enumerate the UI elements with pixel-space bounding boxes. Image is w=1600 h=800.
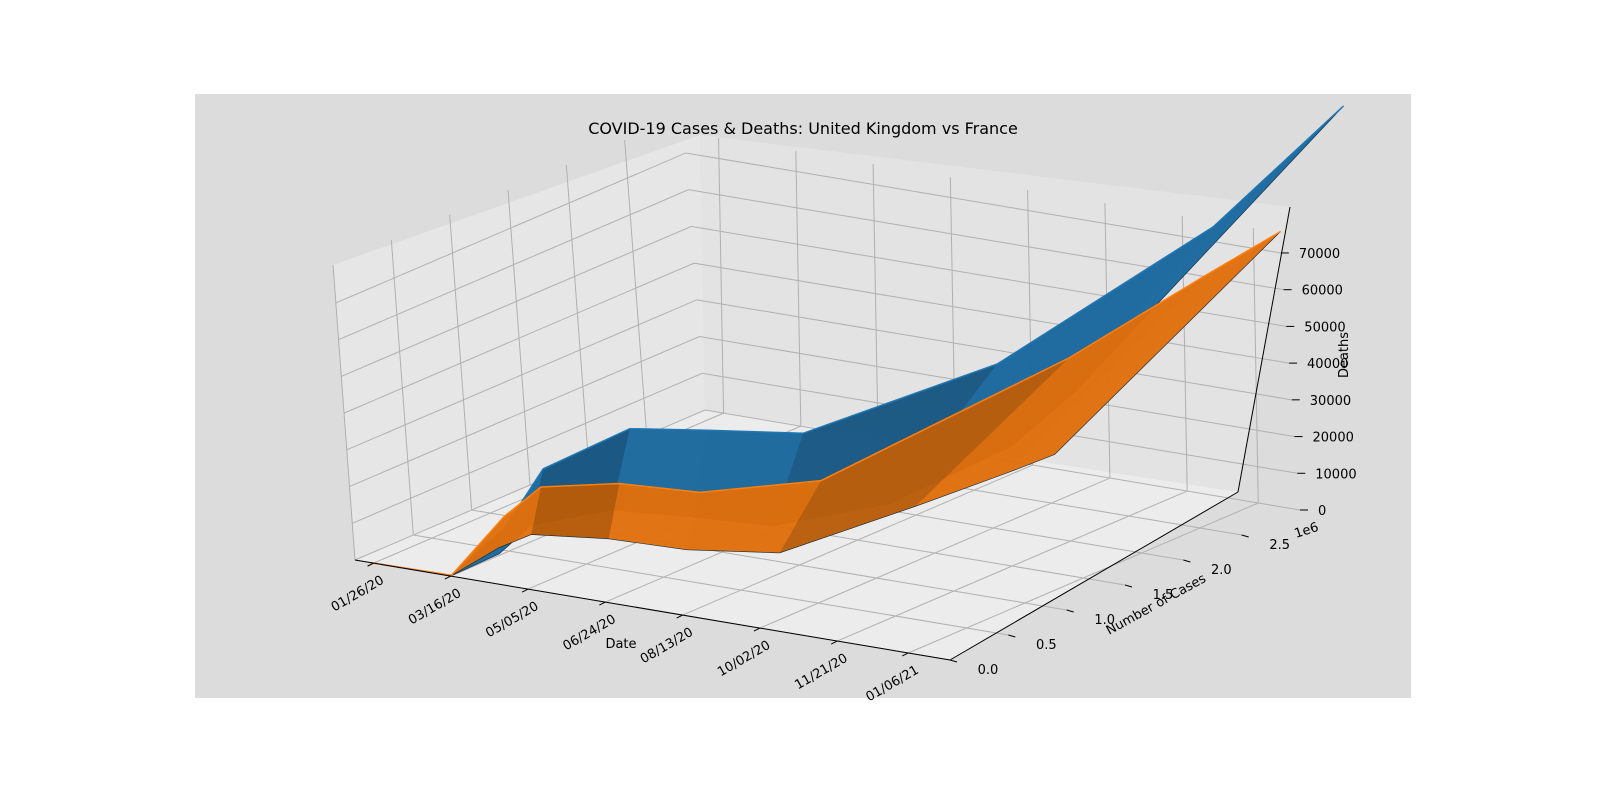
z-grid-line (338, 189, 1284, 341)
z-grid-line (341, 225, 1287, 377)
y-grid-line (332, 264, 356, 561)
x-tick-mark (902, 652, 909, 657)
z-tick-label: 0 (1318, 504, 1326, 519)
y-tick-label: 1.5 (1153, 588, 1174, 603)
y-tick-mark (1008, 634, 1016, 638)
surface-facet (451, 516, 505, 576)
y-tick-label: 2.0 (1211, 563, 1232, 578)
z-grid-line (354, 409, 1301, 561)
x-tick-mark (367, 562, 374, 567)
y-offset-label: 1e6 (1293, 520, 1321, 542)
x-grid-line (872, 164, 879, 440)
z-grid-line (352, 372, 1298, 524)
x-axis-label: Date (605, 637, 636, 652)
z-grid-line (335, 152, 1281, 304)
surface-facet (608, 483, 700, 550)
y-grid-line (507, 189, 531, 486)
y-tick-mark (1241, 534, 1249, 538)
x-axis-line (354, 559, 951, 661)
x-grid-line (718, 138, 725, 414)
x-tick-mark (753, 627, 761, 632)
y-tick-mark (1124, 584, 1133, 588)
chart-title: COVID-19 Cases & Deaths: United Kingdom … (588, 119, 1018, 138)
surface-facet (1008, 231, 1281, 473)
z-tick-label: 20000 (1313, 431, 1354, 446)
y-grid-line (624, 139, 648, 436)
y-tick-label: 2.5 (1269, 538, 1290, 553)
x-tick-mark (521, 588, 529, 593)
surface-facet (779, 358, 1069, 553)
x-grid-line (1252, 227, 1259, 503)
x-tick-mark (676, 614, 683, 619)
surface-facet (687, 480, 822, 553)
y-tick-mark (949, 659, 958, 663)
surfaces (370, 105, 1345, 577)
x-grid-line (795, 151, 802, 427)
z-tick-label: 10000 (1315, 467, 1356, 482)
y-tick-mark (1183, 559, 1191, 563)
z-axis-label: Deaths (1337, 332, 1352, 378)
y-axis-line (949, 491, 1239, 661)
z-axis-line (1237, 206, 1291, 493)
z-tick-label: 60000 (1302, 284, 1343, 299)
surface-facet (915, 275, 1206, 507)
y-tick-label: 1.0 (1094, 613, 1115, 628)
axis-lines (354, 206, 1291, 661)
z-tick-label: 70000 (1299, 247, 1340, 262)
x-tick-mark (599, 601, 606, 606)
y-tick-mark (1066, 609, 1074, 613)
surface-edge-series-2 (370, 230, 1281, 577)
y-grid-line (413, 534, 1009, 636)
z-tick-label: 40000 (1307, 357, 1348, 372)
y-tick-label: 0.0 (978, 663, 999, 678)
surface-facet (531, 483, 620, 539)
y-grid-line (390, 239, 414, 536)
y-tick-label: 0.5 (1036, 638, 1057, 653)
x-tick-mark (830, 640, 838, 645)
y-grid-line (449, 214, 473, 511)
z-tick-label: 30000 (1310, 394, 1351, 409)
z-tick-label: 50000 (1304, 320, 1345, 335)
y-grid-line (565, 164, 589, 461)
x-tick-mark (444, 575, 452, 580)
surface-facet (498, 487, 541, 548)
